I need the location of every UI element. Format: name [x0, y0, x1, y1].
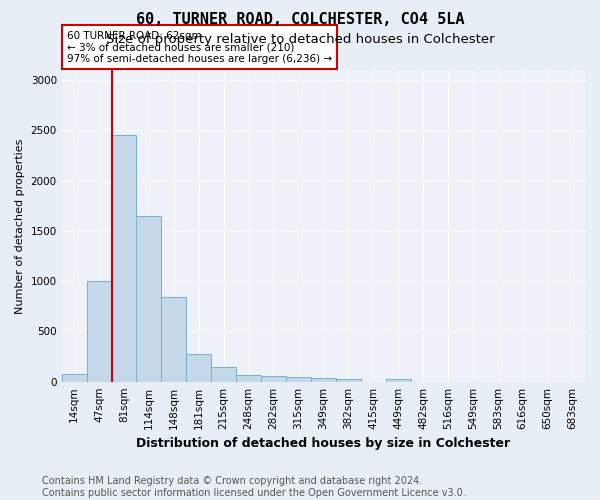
Text: Contains HM Land Registry data © Crown copyright and database right 2024.
Contai: Contains HM Land Registry data © Crown c… [42, 476, 466, 498]
Bar [336, 379, 361, 382]
Bar [86, 281, 112, 382]
Bar [261, 376, 286, 382]
Bar [186, 354, 211, 382]
Bar [112, 136, 136, 382]
Bar [62, 374, 86, 382]
Text: 60, TURNER ROAD, COLCHESTER, CO4 5LA: 60, TURNER ROAD, COLCHESTER, CO4 5LA [136, 12, 464, 28]
Bar [211, 366, 236, 382]
Y-axis label: Number of detached properties: Number of detached properties [15, 138, 25, 314]
Text: Size of property relative to detached houses in Colchester: Size of property relative to detached ho… [106, 32, 494, 46]
Text: 60 TURNER ROAD: 62sqm
← 3% of detached houses are smaller (210)
97% of semi-deta: 60 TURNER ROAD: 62sqm ← 3% of detached h… [67, 30, 332, 64]
X-axis label: Distribution of detached houses by size in Colchester: Distribution of detached houses by size … [136, 437, 511, 450]
Bar [286, 376, 311, 382]
Bar [136, 216, 161, 382]
Bar [311, 378, 336, 382]
Bar [386, 378, 410, 382]
Bar [236, 374, 261, 382]
Bar [161, 297, 186, 382]
